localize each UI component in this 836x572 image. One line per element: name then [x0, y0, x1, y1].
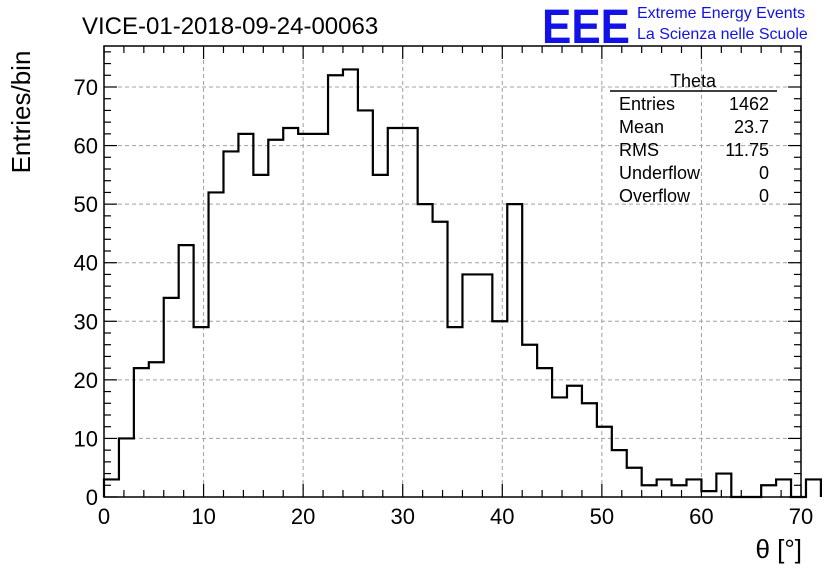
- histogram-bin: [761, 485, 776, 497]
- stats-value-underflow: 0: [759, 163, 769, 183]
- histogram-bin: [612, 450, 627, 497]
- x-tick-label: 30: [390, 504, 414, 529]
- histogram-bin: [328, 75, 343, 497]
- stats-label-mean: Mean: [619, 117, 664, 137]
- logo-line-1: Extreme Energy Events: [637, 5, 805, 22]
- logo-line-2: La Scienza nelle Scuole: [637, 26, 808, 43]
- histogram-bin: [686, 479, 701, 497]
- histogram-bin: [388, 128, 403, 497]
- x-tick-label: 20: [291, 504, 315, 529]
- y-tick-label: 40: [74, 251, 98, 276]
- x-tick-label: 50: [590, 504, 614, 529]
- stats-label-underflow: Underflow: [619, 163, 701, 183]
- stats-value-rms: 11.75: [725, 140, 769, 160]
- y-tick-label: 60: [74, 134, 98, 159]
- x-tick-label: 10: [191, 504, 215, 529]
- stats-value-overflow: 0: [759, 186, 769, 206]
- x-axis-title: θ [°]: [755, 534, 802, 564]
- histogram-bin: [268, 140, 283, 497]
- histogram-bin: [433, 222, 448, 497]
- chart-title: VICE-01-2018-09-24-00063: [82, 13, 378, 40]
- histogram-bin: [537, 368, 552, 497]
- histogram-bin: [134, 368, 149, 497]
- histogram-outline: [102, 68, 823, 499]
- histogram-bin: [194, 327, 209, 497]
- histogram-bin: [507, 204, 522, 497]
- eee-logo: EEE Extreme Energy Events La Scienza nel…: [542, 1, 808, 54]
- histogram-bin: [672, 485, 687, 497]
- histogram-bin: [343, 69, 358, 497]
- histogram-bin: [298, 134, 313, 497]
- stats-label-rms: RMS: [619, 140, 659, 160]
- histogram-bins: [104, 69, 821, 497]
- grid-lines: [104, 46, 801, 497]
- histogram-bin: [164, 298, 179, 497]
- histogram-bin: [657, 479, 672, 497]
- histogram-bin: [701, 491, 716, 497]
- histogram-bin: [104, 479, 119, 497]
- histogram-bin: [149, 362, 164, 497]
- histogram-bin: [567, 386, 582, 497]
- x-tick-label: 0: [98, 504, 110, 529]
- histogram-bin: [492, 321, 507, 497]
- histogram-bin: [477, 274, 492, 497]
- stats-label-entries: Entries: [619, 94, 675, 114]
- histogram-bin: [358, 110, 373, 497]
- histogram-bin: [403, 128, 418, 497]
- x-tick-labels: 0 10 20 30 40 50 60 70: [98, 504, 813, 529]
- y-tick-label: 0: [86, 485, 98, 510]
- histogram-bin: [462, 274, 477, 497]
- histogram-bin: [253, 175, 268, 497]
- y-tick-label: 70: [74, 75, 98, 100]
- histogram-bin: [283, 128, 298, 497]
- stats-value-mean: 23.7: [734, 117, 769, 137]
- x-tick-label: 60: [689, 504, 713, 529]
- histogram-bin: [806, 479, 821, 497]
- y-tick-label: 50: [74, 192, 98, 217]
- y-tick-label: 10: [74, 426, 98, 451]
- histogram-bin: [716, 474, 731, 497]
- histogram-bin: [223, 151, 238, 497]
- stats-label-overflow: Overflow: [619, 186, 691, 206]
- histogram-bin: [373, 175, 388, 497]
- histogram-bin: [238, 134, 253, 497]
- stats-box: Theta Entries 1462 Mean 23.7 RMS 11.75 U…: [610, 71, 777, 206]
- x-tick-label: 40: [490, 504, 514, 529]
- plot-frame: [103, 45, 802, 498]
- histogram-bin: [418, 204, 433, 497]
- histogram-bin: [522, 345, 537, 497]
- stats-value-entries: 1462: [729, 94, 769, 114]
- histogram-bin: [448, 327, 463, 497]
- y-axis-title: Entries/bin: [6, 51, 36, 174]
- histogram-bin: [313, 134, 328, 497]
- histogram-bin: [179, 245, 194, 497]
- histogram-bin: [776, 479, 791, 497]
- histogram-bin: [627, 468, 642, 497]
- histogram-bin: [119, 438, 134, 497]
- histogram-bin: [597, 427, 612, 497]
- y-tick-labels: 0 10 20 30 40 50 60 70: [74, 75, 98, 510]
- y-tick-label: 30: [74, 309, 98, 334]
- histogram-bin: [209, 192, 224, 497]
- histogram-bin: [642, 485, 657, 497]
- stats-title: Theta: [670, 71, 717, 91]
- x-tick-label: 70: [789, 504, 813, 529]
- y-tick-label: 20: [74, 368, 98, 393]
- logo-mark: EEE: [542, 1, 630, 54]
- histogram-bin: [552, 397, 567, 497]
- histogram-bin: [582, 403, 597, 497]
